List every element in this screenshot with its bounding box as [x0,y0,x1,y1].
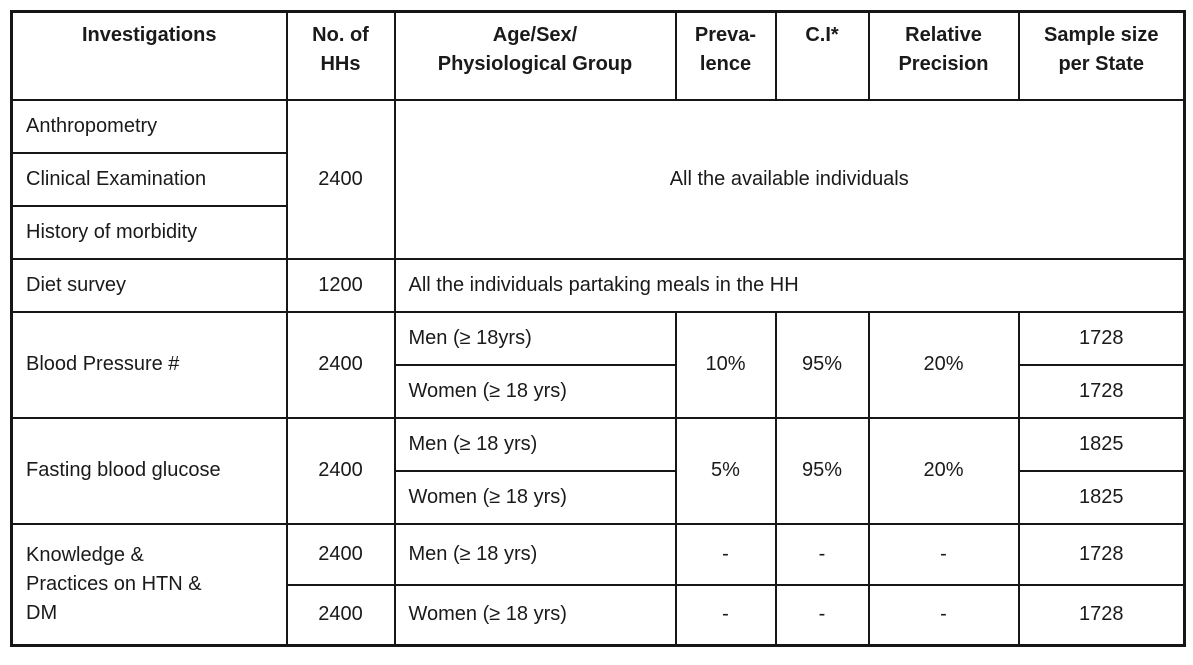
header-ci: C.I* [774,10,870,101]
cell-fbg-group-women: Women (≥ 18 yrs) [393,469,677,525]
cell-kp-relative-precision-women: - [867,583,1020,647]
cell-bp-sample-women: 1728 [1017,363,1186,419]
cell-kp-prevalence-women: - [674,583,777,647]
row-knowledge-men: Knowledge & Practices on HTN & DM 2400 M… [10,522,1186,647]
cell-bp-ci: 95% [774,310,870,419]
cell-kp-sample-women: 1728 [1017,583,1186,647]
cell-kp-prevalence-men: - [674,522,777,586]
row-clinical-examination: Clinical Examination [10,151,1185,207]
cell-kp-ci-men: - [774,522,870,586]
cell-fbg-relative-precision: 20% [867,416,1020,525]
cell-fbg-sample-men: 1825 [1017,416,1186,472]
cell-kp-ci-women: - [774,583,870,647]
cell-group1-population: All the available individuals [393,98,1186,260]
cell-diet-population: All the individuals partaking meals in t… [393,257,1186,313]
header-prevalence: Preva- lence [674,10,777,101]
cell-bp-hhs: 2400 [285,310,396,419]
row-diet-survey: Diet survey 1200 All the individuals par… [10,257,1186,313]
cell-kp-group-men: Men (≥ 18 yrs) [393,522,677,586]
header-investigations: Investigations [10,10,288,101]
cell-anthropometry: Anthropometry [10,98,288,154]
row-fasting-glucose-men: Fasting blood glucose 2400 Men (≥ 18 yrs… [10,416,1186,525]
cell-kp-group-women: Women (≥ 18 yrs) [393,583,677,647]
cell-knowledge-practices: Knowledge & Practices on HTN & DM [10,522,288,647]
cell-fasting-glucose: Fasting blood glucose [10,416,288,525]
row-anthropometry: Anthropometry 2400 All the available ind… [10,98,1186,260]
cell-diet-hhs: 1200 [285,257,396,313]
header-row: Investigations No. of HHs Age/Sex/ Physi… [10,10,1186,101]
cell-diet-survey: Diet survey [10,257,288,313]
header-age-sex-group: Age/Sex/ Physiological Group [393,10,677,101]
cell-kp-relative-precision-men: - [867,522,1020,586]
cell-blood-pressure: Blood Pressure # [10,310,288,419]
cell-bp-sample-men: 1728 [1017,310,1186,366]
row-knowledge-women: 2400 Women (≥ 18 yrs) - - - 1728 [12,583,1186,647]
cell-group1-hhs: 2400 [285,98,396,260]
cell-fbg-ci: 95% [774,416,870,525]
row-history-of-morbidity: History of morbidity [10,204,1185,260]
cell-history-of-morbidity: History of morbidity [10,204,288,260]
row-fasting-glucose-women: Women (≥ 18 yrs) 1825 [12,469,1186,525]
cell-bp-group-men: Men (≥ 18yrs) [393,310,677,366]
cell-fbg-sample-women: 1825 [1017,469,1186,525]
cell-fbg-prevalence: 5% [674,416,777,525]
cell-fbg-group-men: Men (≥ 18 yrs) [393,416,677,472]
cell-bp-group-women: Women (≥ 18 yrs) [393,363,677,419]
row-blood-pressure-men: Blood Pressure # 2400 Men (≥ 18yrs) 10% … [10,310,1186,419]
cell-kp-hhs-men: 2400 [285,522,396,586]
cell-bp-prevalence: 10% [674,310,777,419]
study-design-table: Investigations No. of HHs Age/Sex/ Physi… [10,10,1186,647]
cell-fbg-hhs: 2400 [285,416,396,525]
row-blood-pressure-women: Women (≥ 18 yrs) 1728 [12,363,1186,419]
cell-kp-hhs-women: 2400 [285,583,396,647]
cell-kp-sample-men: 1728 [1017,522,1186,586]
header-sample-size: Sample size per State [1017,10,1186,101]
header-no-of-hhs: No. of HHs [285,10,396,101]
cell-clinical-examination: Clinical Examination [10,151,288,207]
header-relative-precision: Relative Precision [867,10,1020,101]
cell-bp-relative-precision: 20% [867,310,1020,419]
